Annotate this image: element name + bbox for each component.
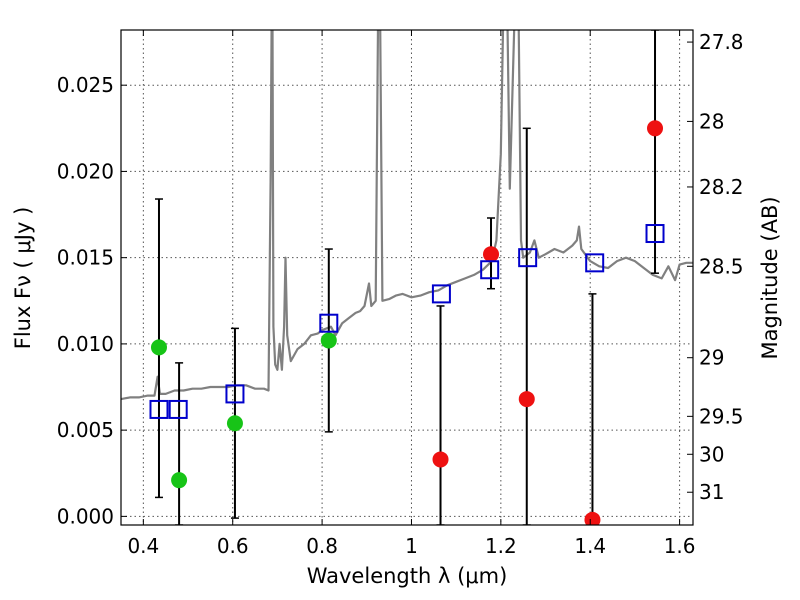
x-tick-label: 0.4 <box>127 534 159 558</box>
x-tick-label: 1.4 <box>574 534 606 558</box>
y2-tick-label: 29.5 <box>699 404 744 428</box>
y-tick-label: 0.020 <box>57 159 114 183</box>
y2-tick-label: 29 <box>699 346 724 370</box>
y2-tick-label: 28.2 <box>699 175 744 199</box>
y-tick-label: 0.010 <box>57 332 114 356</box>
y-tick-label: 0.000 <box>57 504 114 528</box>
x-tick-label: 1.6 <box>664 534 696 558</box>
y-tick-label: 0.005 <box>57 418 114 442</box>
y2-axis-label: Magnitude (AB) <box>758 196 782 359</box>
x-tick-label: 0.8 <box>306 534 338 558</box>
blue-square-point <box>149 399 169 419</box>
green-point <box>150 339 167 356</box>
y-tick-label: 0.015 <box>57 246 114 270</box>
blue-square-point <box>168 399 188 419</box>
spectrum-line <box>121 30 693 401</box>
red-point <box>518 391 535 408</box>
blue-square-point <box>645 224 665 244</box>
x-tick-label: 1.2 <box>485 534 517 558</box>
blue-square-point <box>480 260 500 280</box>
blue-square-point <box>585 253 605 273</box>
x-tick-label: 1 <box>405 534 418 558</box>
y-tick-label: 0.025 <box>57 73 114 97</box>
blue-square-point <box>319 313 339 333</box>
red-point <box>584 511 601 525</box>
y2-tick-label: 28.5 <box>699 254 744 278</box>
y-axis-label: Flux Fν ( μJy ) <box>11 207 35 350</box>
spectrum-layer <box>121 30 693 401</box>
plot-frame <box>120 29 694 526</box>
blue-square-point <box>225 384 245 404</box>
green-point <box>171 472 188 489</box>
red-point <box>483 246 500 263</box>
y2-tick-label: 27.8 <box>699 30 744 54</box>
green-point <box>320 332 337 349</box>
grid-lines <box>121 30 693 525</box>
error-bar-layer <box>154 30 660 525</box>
y2-tick-label: 30 <box>699 442 724 466</box>
tick-layer: 0.4 0.6 0.8 1 1.2 1.4 1.6 0.000 0.005 0.010 0.015 0… <box>57 30 744 558</box>
x-tick-label: 0.6 <box>217 534 249 558</box>
y2-tick-label: 28 <box>699 109 724 133</box>
red-point <box>647 120 664 137</box>
marker-layer <box>149 120 665 525</box>
green-point <box>226 415 243 432</box>
blue-square-point <box>431 284 451 304</box>
x-axis-label: Wavelength λ (μm) <box>307 564 508 588</box>
blue-square-point <box>518 248 538 268</box>
y2-tick-label: 31 <box>699 480 724 504</box>
red-point <box>432 451 449 468</box>
